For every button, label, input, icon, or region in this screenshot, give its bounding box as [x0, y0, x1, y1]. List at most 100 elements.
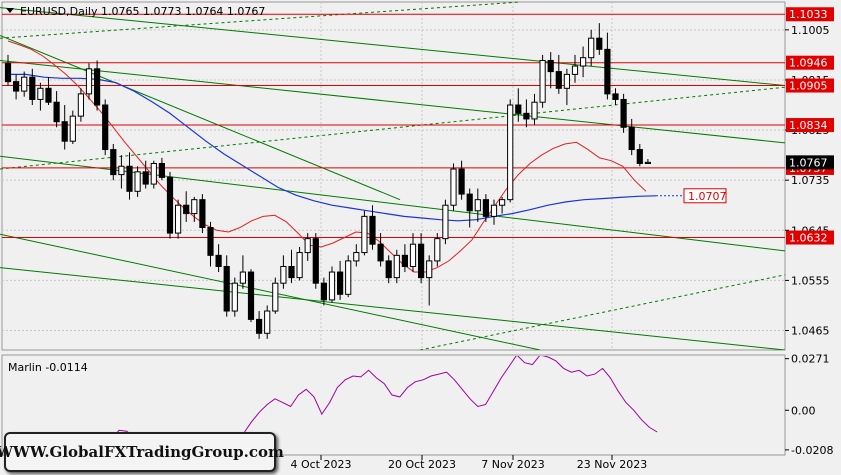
candle-bull — [304, 238, 311, 254]
channel-line — [419, 274, 785, 350]
y-tick-label: 1.0735 — [791, 174, 830, 187]
candle-bear — [53, 101, 60, 123]
price-grid — [2, 2, 785, 350]
candle-bear — [45, 87, 52, 103]
candle-bear — [418, 243, 425, 279]
indicator-info: Marlin -0.0114 — [8, 361, 88, 374]
y-tick-label: 1.0555 — [791, 274, 830, 287]
candle-bear — [604, 48, 611, 95]
symbol-info: EURUSD,Daily 1.0765 1.0773 1.0764 1.0767 — [20, 5, 265, 18]
price-axis[interactable]: 1.10051.09151.08251.07351.06451.05551.04… — [683, 7, 834, 338]
candle-bear — [288, 265, 295, 279]
candle-bear — [199, 199, 206, 229]
candle-bull — [175, 204, 182, 234]
candle-bear — [523, 112, 530, 120]
dropdown-triangle-icon[interactable] — [6, 8, 14, 13]
ma-slow-line — [8, 73, 657, 222]
candle-bear — [183, 204, 190, 215]
ind-tick-label: 0.0271 — [791, 353, 830, 366]
ma-value-box — [683, 188, 727, 204]
candle-bear — [13, 81, 20, 92]
candle-bull — [450, 168, 457, 206]
candle-bull — [490, 204, 498, 217]
candle-bull — [345, 260, 352, 295]
candle-bull — [434, 238, 441, 262]
indicator-axis: 0.0271 0.00 -0.0208 — [785, 353, 833, 457]
candle-bull — [409, 243, 417, 267]
candle-bull — [426, 260, 433, 279]
candle-bear — [158, 162, 166, 178]
level-label-bg — [786, 78, 834, 93]
candle-bull — [507, 104, 514, 201]
candle-bull — [231, 282, 238, 312]
candle-bear — [628, 126, 635, 151]
candle-bull — [21, 76, 28, 92]
candle-bear — [312, 238, 319, 284]
candle-bear — [620, 98, 627, 128]
current-price-bg — [786, 155, 834, 170]
candle-bear — [94, 68, 101, 106]
candle-bear — [612, 93, 619, 100]
candle-bull — [393, 254, 400, 279]
candle-bull — [442, 204, 449, 240]
level-label: 1.0834 — [789, 119, 828, 132]
level-label-bg — [786, 230, 834, 245]
candle-bull — [353, 252, 360, 262]
candle-bear — [215, 254, 222, 267]
x-tick-label: 20 Oct 2023 — [388, 458, 456, 471]
candle-bear — [166, 176, 174, 234]
candle-bull — [531, 101, 538, 120]
candle-bear — [110, 149, 117, 176]
level-label: 1.0905 — [789, 80, 828, 93]
x-tick-label: 7 Nov 2023 — [481, 458, 544, 471]
candle-bull — [296, 252, 303, 279]
candle-bear — [515, 104, 522, 114]
header: EURUSD,Daily 1.0765 1.0773 1.0764 1.0767… — [6, 5, 265, 374]
ma-value-label: 1.0707 — [688, 190, 727, 203]
candle-bear — [466, 193, 473, 212]
trend-channels — [0, 1, 785, 350]
candle-bull — [272, 282, 279, 312]
channel-line — [0, 1, 521, 39]
candle-bear — [61, 121, 68, 142]
watermark-logo: WWW.GlobalFXTradingGroup.com — [0, 432, 284, 472]
candle-bull — [588, 37, 595, 59]
candle-bull — [150, 162, 157, 185]
candle-bull — [280, 265, 287, 284]
candle-bear — [377, 243, 384, 262]
ind-tick-label: -0.0208 — [791, 444, 833, 457]
price-panel — [1, 1, 786, 351]
candle-bull — [580, 57, 587, 67]
ind-tick-label: 0.00 — [791, 404, 816, 417]
level-label: 1.1033 — [789, 8, 828, 21]
time-axis[interactable]: 4 Oct 2023 20 Oct 2023 7 Nov 2023 23 Nov 20… — [290, 455, 647, 471]
candle-bear — [337, 271, 344, 295]
candle-bear — [555, 71, 562, 89]
candle-bull — [361, 215, 368, 254]
candle-bull — [644, 161, 651, 164]
candle-bear — [102, 104, 109, 151]
indicator-panel — [1, 354, 786, 456]
candle-bear — [256, 318, 263, 334]
candle-bear — [29, 76, 36, 100]
ma-fast-line — [7, 40, 647, 273]
candle-bull — [118, 165, 125, 176]
candle-bull — [191, 199, 198, 215]
level-label-bg — [786, 7, 834, 22]
candle-bear — [385, 260, 392, 279]
candle-bear — [401, 254, 408, 267]
level-label-bg — [786, 55, 834, 70]
candle-bull — [563, 73, 570, 89]
channel-line — [0, 59, 785, 144]
y-tick-label: 1.0465 — [791, 325, 830, 338]
candle-bear — [482, 199, 489, 217]
candle-bear — [4, 62, 12, 83]
channel-line — [0, 233, 541, 350]
x-tick-label: 4 Oct 2023 — [290, 458, 351, 471]
candle-bear — [547, 59, 554, 73]
candle-bull — [474, 199, 481, 212]
level-label: 1.0632 — [789, 232, 828, 245]
candle-bull — [571, 65, 579, 75]
level-label: 1.0946 — [789, 57, 828, 70]
